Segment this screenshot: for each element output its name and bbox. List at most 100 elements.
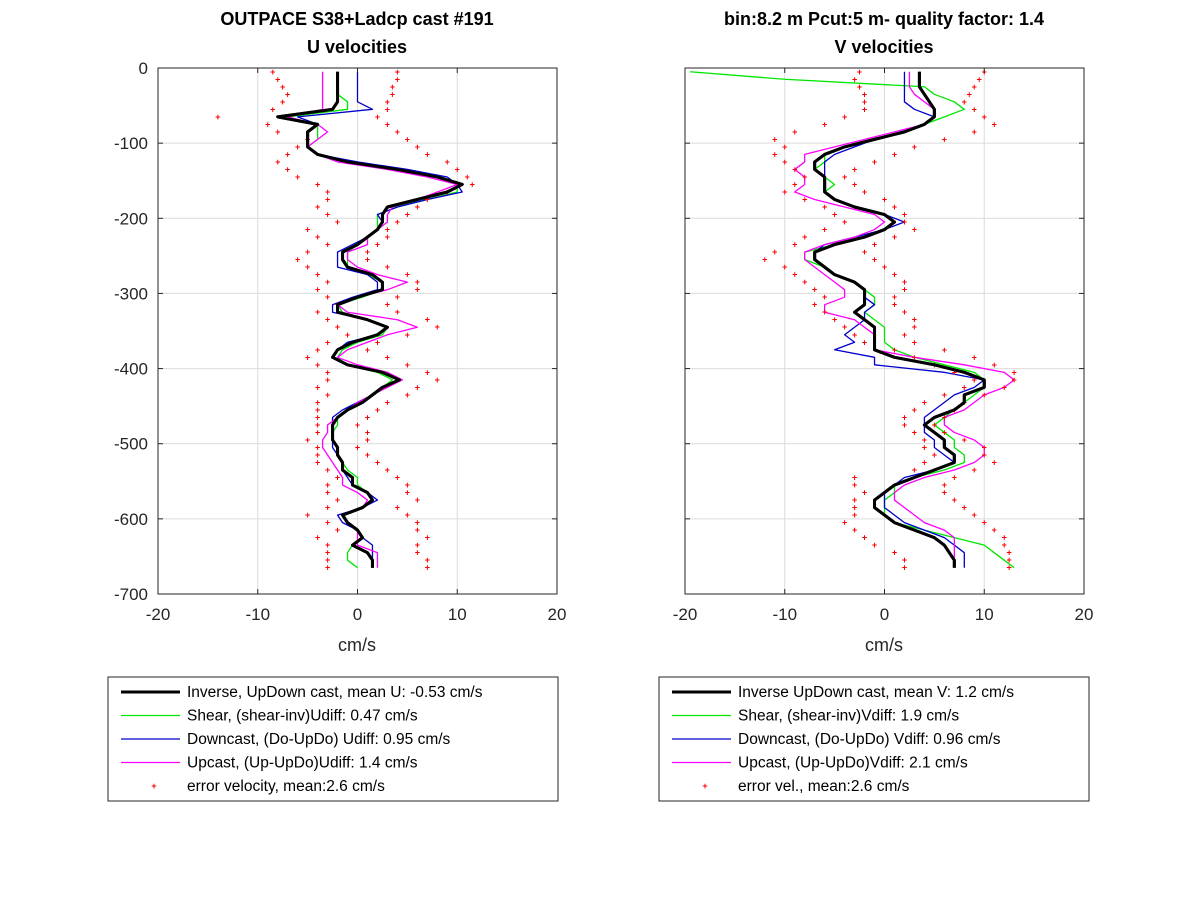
v-error-velocity-point: +	[852, 330, 857, 340]
u-y-tick-label: -500	[114, 435, 148, 454]
v-x-tick-label: -20	[673, 605, 698, 624]
v-error-velocity-point: +	[852, 510, 857, 520]
u-error-velocity-point: +	[325, 195, 330, 205]
v-error-velocity-point: +	[912, 352, 917, 362]
v-error-velocity-point: +	[1012, 367, 1017, 377]
v-error-velocity-point: +	[862, 533, 867, 543]
u-error-velocity-point: +	[425, 149, 430, 159]
u-error-velocity-point: +	[295, 255, 300, 265]
v-error-velocity-point: +	[1002, 533, 1007, 543]
v-error-velocity-point: +	[862, 488, 867, 498]
u-error-velocity-point: +	[275, 74, 280, 84]
u-legend-box	[107, 676, 559, 802]
u-error-velocity-point: +	[395, 74, 400, 84]
u-error-velocity-point: +	[270, 104, 275, 114]
u-y-tick-label: -200	[114, 209, 148, 228]
u-error-velocity-point: +	[325, 292, 330, 302]
u-error-velocity-point: +	[455, 164, 460, 174]
u-error-velocity-point: +	[470, 179, 475, 189]
v-error-velocity-point: +	[852, 495, 857, 505]
u-error-velocity-point: +	[325, 187, 330, 197]
u-error-velocity-point: +	[315, 360, 320, 370]
u-error-velocity-point: +	[325, 315, 330, 325]
u-error-velocity-point: +	[385, 119, 390, 129]
v-velocity-panel: bin:8.2 m Pcut:5 m- quality factor: 1.4 …	[658, 9, 1094, 802]
u-error-velocity-point: +	[425, 195, 430, 205]
u-legend-marker: +	[151, 781, 156, 791]
v-velocity-axes: ++++++++++++++++++++++++++++++++++++++++…	[673, 67, 1094, 624]
u-legend-label: Downcast, (Do-UpDo) Udiff: 0.95 cm/s	[187, 731, 451, 748]
v-error-velocity-point: +	[857, 67, 862, 77]
u-error-velocity-point: +	[365, 247, 370, 257]
v-error-velocity-point: +	[882, 262, 887, 272]
u-error-velocity-point: +	[305, 262, 310, 272]
v-error-velocity-point: +	[922, 435, 927, 445]
u-error-velocity-point: +	[385, 225, 390, 235]
v-error-velocity-point: +	[982, 450, 987, 460]
v-error-velocity-point: +	[902, 307, 907, 317]
v-error-velocity-point: +	[842, 322, 847, 332]
u-error-velocity-point: +	[325, 375, 330, 385]
v-error-velocity-point: +	[992, 458, 997, 468]
v-error-velocity-point: +	[852, 164, 857, 174]
u-error-velocity-point: +	[405, 360, 410, 370]
u-error-velocity-point: +	[335, 217, 340, 227]
u-error-velocity-point: +	[395, 127, 400, 137]
u-error-velocity-point: +	[305, 510, 310, 520]
v-error-velocity-point: +	[882, 195, 887, 205]
u-error-velocity-point: +	[325, 563, 330, 573]
v-error-velocity-point: +	[792, 127, 797, 137]
v-error-velocity-point: +	[852, 480, 857, 490]
u-error-velocity-point: +	[325, 390, 330, 400]
v-error-velocity-point: +	[782, 262, 787, 272]
v-error-velocity-point: +	[902, 210, 907, 220]
u-error-velocity-point: +	[390, 82, 395, 92]
u-error-velocity-point: +	[435, 375, 440, 385]
v-x-tick-label: 0	[880, 605, 889, 624]
u-error-velocity-point: +	[305, 225, 310, 235]
u-error-velocity-point: +	[405, 480, 410, 490]
u-error-velocity-point: +	[405, 488, 410, 498]
u-error-velocity-point: +	[365, 255, 370, 265]
v-error-velocity-point: +	[1002, 382, 1007, 392]
v-error-velocity-point: +	[792, 240, 797, 250]
u-error-velocity-point: +	[425, 367, 430, 377]
u-error-velocity-point: +	[315, 412, 320, 422]
v-error-velocity-point: +	[912, 465, 917, 475]
u-x-tick-label: 10	[448, 605, 467, 624]
u-error-velocity-point: +	[385, 300, 390, 310]
v-error-velocity-point: +	[967, 89, 972, 99]
u-error-velocity-point: +	[415, 277, 420, 287]
v-error-velocity-point: +	[912, 142, 917, 152]
u-error-velocity-point: +	[385, 352, 390, 362]
u-velocity-axes: + + + + + + + + + + + + + + + + + + + + + + + + + + + + + + + + + + + + + + + +…	[114, 59, 566, 624]
v-error-velocity-point: +	[822, 225, 827, 235]
u-error-velocity-point: +	[365, 412, 370, 422]
u-error-velocity-point: +	[445, 157, 450, 167]
u-error-velocity-point: +	[405, 210, 410, 220]
u-error-velocity-point: +	[395, 503, 400, 513]
v-error-velocity-point: +	[762, 255, 767, 265]
u-x-axis-label: cm/s	[338, 635, 376, 655]
v-error-velocity-point: +	[842, 172, 847, 182]
v-error-velocity-point: +	[942, 488, 947, 498]
u-error-velocity-point: +	[215, 112, 220, 122]
v-error-velocity-point: +	[972, 375, 977, 385]
u-error-velocity-point: +	[385, 104, 390, 114]
v-error-velocity-point: +	[912, 405, 917, 415]
v-error-velocity-point: +	[942, 134, 947, 144]
u-error-velocity-point: +	[275, 157, 280, 167]
v-error-velocity-point: +	[802, 195, 807, 205]
u-error-velocity-point: +	[305, 352, 310, 362]
u-error-velocity-point: +	[325, 465, 330, 475]
v-series-line-3	[794, 71, 1015, 568]
u-error-velocity-point: +	[315, 179, 320, 189]
v-error-velocity-point: +	[892, 270, 897, 280]
u-error-velocity-point: +	[325, 503, 330, 513]
v-error-velocity-point: +	[832, 210, 837, 220]
v-error-velocity-point: +	[842, 112, 847, 122]
v-inverse-line	[813, 71, 986, 568]
u-error-velocity-point: +	[415, 382, 420, 392]
v-error-velocity-point: +	[822, 292, 827, 302]
